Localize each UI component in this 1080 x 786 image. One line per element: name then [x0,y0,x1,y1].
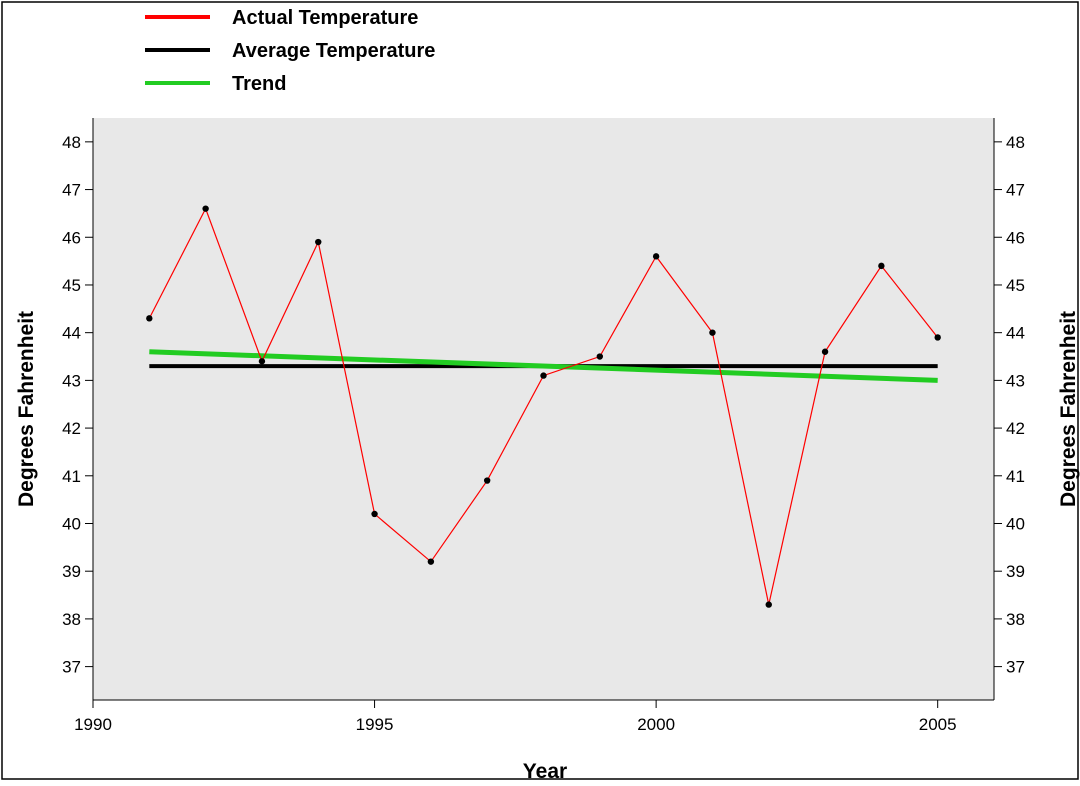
y-tick-label-left: 42 [62,419,81,438]
x-tick-label: 1995 [356,715,394,734]
data-point [709,329,716,336]
x-axis-title: Year [523,760,567,781]
x-tick-label: 1990 [74,715,112,734]
data-point [483,477,491,484]
y-tick-label-right: 46 [1006,228,1025,247]
y-tick-label-right: 38 [1006,610,1025,629]
y-tick-label-left: 39 [62,562,81,581]
x-ticks: 1990 1995 2000 2005 [74,700,957,734]
x-tick-label: 2005 [919,715,957,734]
data-point [146,315,153,322]
series-line-trend [149,349,938,383]
legend-label: Trend [232,73,286,95]
y-tick-label-left: 38 [62,610,81,629]
series-layer [146,205,941,608]
y-tick-label-right: 37 [1006,658,1025,677]
y-tick-label-left: 48 [62,133,81,152]
y-tick-label-left: 47 [62,181,81,200]
y-tick-label-left: 37 [62,658,81,677]
x-tick-label: 2000 [637,715,675,734]
y-tick-label-right: 42 [1006,419,1025,438]
y-tick-label-left: 40 [62,514,81,533]
legend-label: Average Temperature [232,40,435,62]
y-tick-label-left: 44 [62,324,81,343]
y-tick-label-left: 45 [62,276,81,295]
data-point [371,510,378,518]
legend-label: Actual Temperature [232,7,418,29]
data-point [315,238,322,246]
data-point [202,205,209,212]
y-tick-label-right: 41 [1006,467,1025,486]
data-point [765,601,772,608]
plot-area [93,118,994,700]
y-axis-title-left: Degrees Fahrenheit [15,311,38,507]
data-point [934,334,941,341]
data-point [540,372,547,379]
y-ticks: 37 37 38 38 39 39 40 40 41 41 42 42 43 43 44 44 45 45 46 46… [62,133,1025,677]
legend: Actual Temperature Average Temperature Tre… [145,7,435,95]
y-tick-label-right: 44 [1006,324,1025,343]
data-point [878,262,885,270]
data-point [652,253,660,260]
y-tick-label-right: 45 [1006,276,1025,295]
y-tick-label-right: 40 [1006,514,1025,533]
data-point [821,348,829,355]
y-tick-label-right: 39 [1006,562,1025,581]
data-point [596,353,604,360]
y-tick-label-left: 46 [62,228,81,247]
y-tick-label-right: 43 [1006,371,1025,390]
y-tick-label-right: 47 [1006,181,1025,200]
y-tick-label-left: 43 [62,371,81,390]
y-tick-label-right: 48 [1006,133,1025,152]
y-axis-title-right: Degrees Fahrenheit [1057,311,1080,507]
data-point [427,558,435,565]
y-tick-label-left: 41 [62,467,81,486]
data-point [258,358,266,365]
